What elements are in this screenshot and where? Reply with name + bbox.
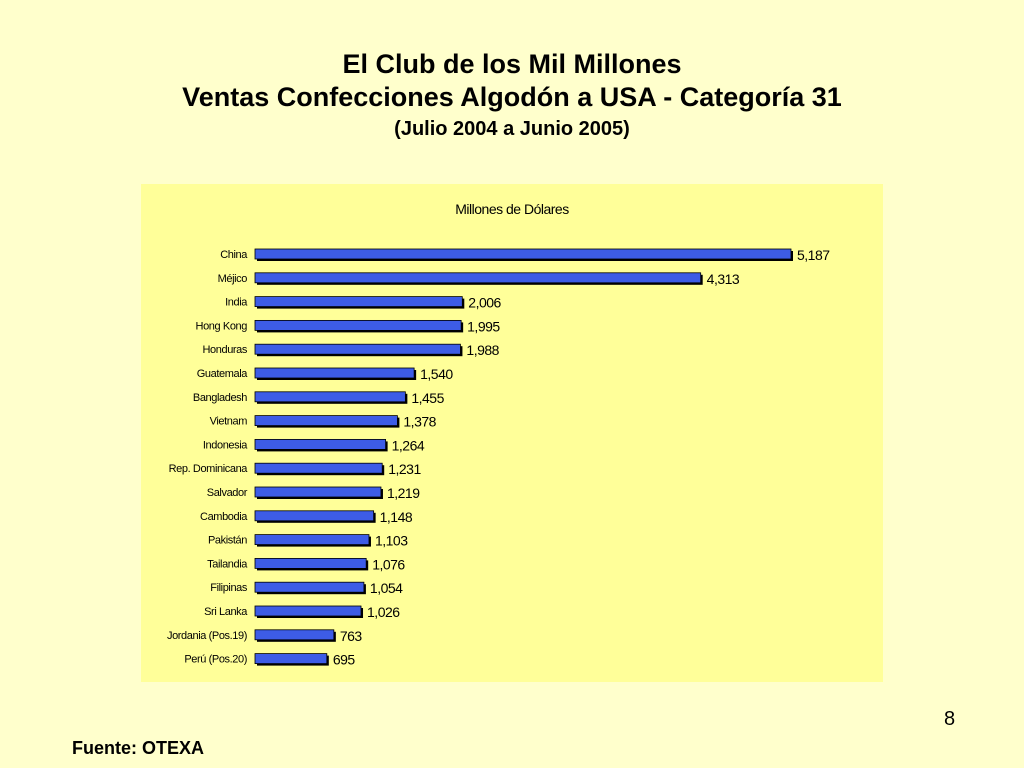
title-line-1: El Club de los Mil Millones xyxy=(342,49,682,79)
category-label: Guatemala xyxy=(197,368,248,380)
value-label: 5,187 xyxy=(797,247,830,263)
value-label: 1,995 xyxy=(467,318,500,334)
category-label: Perú (Pos.20) xyxy=(184,654,247,666)
bar xyxy=(254,629,335,641)
category-label: Honduras xyxy=(203,344,248,356)
page-number: 8 xyxy=(944,708,956,730)
value-label: 695 xyxy=(333,652,356,668)
bar xyxy=(254,534,370,546)
bar xyxy=(254,319,462,331)
bar xyxy=(254,557,367,569)
value-label: 2,006 xyxy=(468,295,501,311)
bar xyxy=(254,510,375,522)
value-label: 1,076 xyxy=(372,556,405,572)
bar-chart: Millones de Dólares China 5,187 Méjico 4,313… xyxy=(167,201,831,668)
value-label: 1,026 xyxy=(367,604,400,620)
value-label: 1,103 xyxy=(375,533,408,549)
bar xyxy=(254,581,365,593)
category-label: Vietnam xyxy=(210,416,248,428)
bar xyxy=(254,438,387,450)
category-label: Sri Lanka xyxy=(204,606,248,618)
source-note: Fuente: OTEXA xyxy=(72,738,205,758)
value-label: 1,054 xyxy=(370,580,403,596)
bar xyxy=(254,367,415,379)
category-label: Indonesia xyxy=(203,439,248,451)
category-label: Bangladesh xyxy=(193,392,247,404)
value-label: 1,378 xyxy=(403,414,436,430)
category-label: Filipinas xyxy=(210,582,248,594)
bar xyxy=(254,343,461,355)
value-label: 1,231 xyxy=(388,461,421,477)
category-label: China xyxy=(220,249,248,261)
bar xyxy=(254,272,702,284)
category-label: Rep. Dominicana xyxy=(169,463,249,475)
category-label: Tailandia xyxy=(207,558,248,570)
slide-title: El Club de los Mil Millones Ventas Confe… xyxy=(0,48,1024,144)
value-label: 1,219 xyxy=(387,485,420,501)
bar xyxy=(254,605,362,617)
category-label: India xyxy=(225,297,248,309)
bar xyxy=(254,653,328,665)
category-label: Salvador xyxy=(207,487,248,499)
bar xyxy=(254,415,398,427)
category-label: Pakistán xyxy=(208,535,247,547)
value-label: 1,455 xyxy=(411,390,444,406)
value-label: 4,313 xyxy=(707,271,740,287)
category-label: Jordania (Pos.19) xyxy=(167,630,247,642)
bar xyxy=(254,248,792,260)
value-label: 763 xyxy=(340,628,363,644)
chart-panel: Millones de Dólares China 5,187 Méjico 4,313… xyxy=(141,184,883,682)
category-label: Méjico xyxy=(218,273,248,285)
value-label: 1,988 xyxy=(466,342,499,358)
title-line-3: (Julio 2004 a Junio 2005) xyxy=(394,118,630,140)
value-label: 1,540 xyxy=(420,366,453,382)
bar xyxy=(254,296,463,307)
bar xyxy=(254,391,406,403)
bar xyxy=(254,486,382,498)
value-label: 1,264 xyxy=(392,437,425,453)
title-line-2: Ventas Confecciones Algodón a USA - Cate… xyxy=(182,82,842,112)
value-label: 1,148 xyxy=(380,509,413,525)
category-label: Cambodia xyxy=(200,511,248,523)
category-label: Hong Kong xyxy=(196,320,248,332)
bar xyxy=(254,462,383,474)
chart-title: Millones de Dólares xyxy=(455,201,569,217)
